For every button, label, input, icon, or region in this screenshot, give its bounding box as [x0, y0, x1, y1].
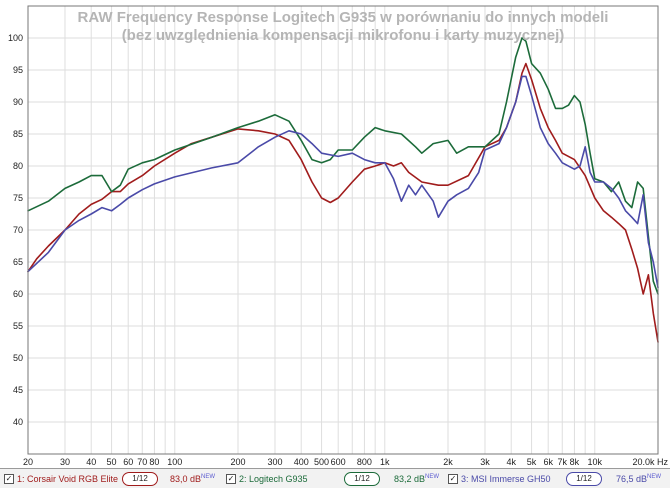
x-tick-label: 20.0k Hz	[632, 457, 668, 467]
series-line-1	[27, 62, 659, 343]
legend-smoothing-msi[interactable]: 1/12	[566, 472, 602, 486]
grid	[27, 5, 659, 455]
legend-name-msi: 3: MSI Immerse GH50	[461, 474, 551, 484]
legend-level-msi: 76,5 dBNEW	[616, 474, 662, 484]
y-tick-label: 55	[13, 321, 23, 331]
x-tick-label: 50	[107, 457, 117, 467]
series-line-2	[27, 37, 659, 295]
legend-level-corsair: 83,0 dBNEW	[170, 474, 216, 484]
x-tick-label: 80	[149, 457, 159, 467]
y-tick-label: 40	[13, 417, 23, 427]
x-tick-label: 300	[267, 457, 282, 467]
x-tick-label: 7k	[557, 457, 567, 467]
x-tick-label: 800	[357, 457, 372, 467]
legend-item-msi: ✓ 3: MSI Immerse GH50 1/12 76,5 dBNEW	[448, 472, 666, 486]
y-tick-label: 60	[13, 289, 23, 299]
x-tick-label: 5k	[527, 457, 537, 467]
x-tick-label: 400	[294, 457, 309, 467]
y-tick-label: 75	[13, 193, 23, 203]
x-tick-label: 8k	[570, 457, 580, 467]
y-tick-label: 95	[13, 65, 23, 75]
series-line-3	[27, 75, 659, 289]
legend-item-logitech: ✓ 2: Logitech G935 1/12 83,2 dBNEW	[226, 472, 444, 486]
y-tick-label: 85	[13, 129, 23, 139]
x-tick-label: 100	[167, 457, 182, 467]
chart-title-line-2: (bez uwzględnienia kompensacji mikrofonu…	[122, 27, 565, 44]
y-tick-label: 50	[13, 353, 23, 363]
legend-checkbox-msi[interactable]: ✓	[448, 474, 458, 484]
x-tick-label: 20	[23, 457, 33, 467]
x-tick-label: 3k	[480, 457, 490, 467]
legend-name-corsair: 1: Corsair Void RGB Elite	[17, 474, 119, 484]
x-tick-label: 2k	[443, 457, 453, 467]
series-lines	[27, 37, 659, 343]
y-tick-label: 65	[13, 257, 23, 267]
x-tick-label: 70	[137, 457, 147, 467]
legend-level-logitech: 83,2 dBNEW	[394, 474, 440, 484]
x-tick-label: 1k	[380, 457, 390, 467]
plot-frame	[27, 5, 659, 455]
x-tick-label: 600	[331, 457, 346, 467]
x-tick-label: 500	[314, 457, 329, 467]
x-tick-label: 6k	[543, 457, 553, 467]
tick-labels: 20 30 40 50 60 70 80 100 200 300 400 500 600 800 1k 2k 3…	[8, 33, 669, 467]
y-tick-label: 45	[13, 385, 23, 395]
x-tick-label: 30	[60, 457, 70, 467]
legend-item-corsair: ✓ 1: Corsair Void RGB Elite 1/12 83,0 dB…	[4, 472, 222, 486]
y-tick-label: 90	[13, 97, 23, 107]
x-tick-label: 200	[230, 457, 245, 467]
x-tick-label: 10k	[588, 457, 603, 467]
legend-name-logitech: 2: Logitech G935	[239, 474, 308, 484]
chart-title-line-1: RAW Frequency Response Logitech G935 w p…	[78, 9, 609, 26]
x-tick-label: 40	[86, 457, 96, 467]
legend-bar: ✓ 1: Corsair Void RGB Elite 1/12 83,0 dB…	[0, 468, 670, 488]
legend-smoothing-logitech[interactable]: 1/12	[344, 472, 380, 486]
legend-smoothing-corsair[interactable]: 1/12	[122, 472, 158, 486]
y-tick-label: 100	[8, 33, 23, 43]
legend-checkbox-logitech[interactable]: ✓	[226, 474, 236, 484]
legend-checkbox-corsair[interactable]: ✓	[4, 474, 14, 484]
x-tick-label: 4k	[506, 457, 516, 467]
y-tick-label: 80	[13, 161, 23, 171]
y-tick-label: 70	[13, 225, 23, 235]
x-tick-label: 60	[123, 457, 133, 467]
